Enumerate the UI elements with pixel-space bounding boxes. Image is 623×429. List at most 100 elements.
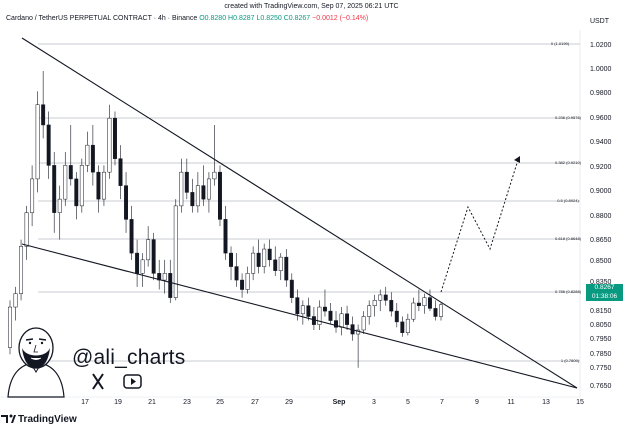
candle-body[interactable] xyxy=(195,185,200,207)
price-tick: 0.8350 xyxy=(590,279,612,286)
candle-body[interactable] xyxy=(400,321,405,333)
candle-body[interactable] xyxy=(439,304,443,317)
candle-body[interactable] xyxy=(367,305,372,317)
candle-body[interactable] xyxy=(383,294,388,301)
candle-body[interactable] xyxy=(41,104,46,126)
trendlines[interactable] xyxy=(21,37,578,389)
candle-body[interactable] xyxy=(322,306,327,312)
candle-body[interactable] xyxy=(30,178,35,213)
time-axis[interactable]: 17 19 21 23 25 27 29 Sep 3 5 7 9 11 13 1… xyxy=(81,399,584,406)
candle-body[interactable] xyxy=(306,305,311,317)
candle-body[interactable] xyxy=(129,219,134,254)
candle-body[interactable] xyxy=(63,165,68,200)
candle-body[interactable] xyxy=(79,165,84,207)
candle-body[interactable] xyxy=(107,117,112,173)
candle-body[interactable] xyxy=(206,178,211,200)
candle-body[interactable] xyxy=(212,171,217,180)
candle-body[interactable] xyxy=(173,205,178,298)
candle-body[interactable] xyxy=(251,252,256,274)
x-logo-icon[interactable] xyxy=(92,373,104,390)
candle-body[interactable] xyxy=(389,300,394,312)
candle-body[interactable] xyxy=(427,297,432,309)
candle-body[interactable] xyxy=(124,185,129,220)
ohlc-close: C0.8267 xyxy=(283,15,311,22)
time-tick: 11 xyxy=(507,399,514,406)
tradingview-logo-icon xyxy=(1,414,16,423)
author-handle[interactable]: @ali_charts xyxy=(72,346,186,369)
candlestick-series[interactable] xyxy=(8,70,443,368)
candle-body[interactable] xyxy=(113,117,117,159)
price-tick: 0.7750 xyxy=(590,365,612,372)
candle-body[interactable] xyxy=(234,266,239,281)
candle-body[interactable] xyxy=(295,297,300,315)
candle-body[interactable] xyxy=(85,144,90,166)
candle-body[interactable] xyxy=(46,124,51,166)
candle-body[interactable] xyxy=(240,279,245,290)
candle-body[interactable] xyxy=(345,313,350,325)
candle-body[interactable] xyxy=(223,219,228,254)
candle-body[interactable] xyxy=(140,259,145,274)
candle-body[interactable] xyxy=(245,273,250,290)
candle-body[interactable] xyxy=(57,198,62,213)
candle-body[interactable] xyxy=(262,248,267,267)
candle-body[interactable] xyxy=(190,192,195,207)
candle-body[interactable] xyxy=(146,239,151,261)
candle-body[interactable] xyxy=(422,297,427,306)
candle-body[interactable] xyxy=(118,158,123,186)
candle-body[interactable] xyxy=(300,305,305,315)
candle-body[interactable] xyxy=(90,144,95,173)
candle-body[interactable] xyxy=(168,273,173,298)
candle-body[interactable] xyxy=(8,306,12,348)
candle-body[interactable] xyxy=(162,273,167,281)
candle-body[interactable] xyxy=(24,212,29,247)
candle-body[interactable] xyxy=(151,239,156,274)
candle-body[interactable] xyxy=(278,256,283,271)
chart-legend-header: Cardano / TetherUS PERPETUAL CONTRACT · … xyxy=(6,15,368,22)
candle-body[interactable] xyxy=(361,316,366,331)
price-tick: 0.8050 xyxy=(590,322,612,329)
price-axis[interactable]: 1.0200 1.0000 0.9800 0.9600 0.9400 0.920… xyxy=(590,42,612,390)
candle-body[interactable] xyxy=(334,320,338,328)
candle-body[interactable] xyxy=(101,171,106,200)
time-tick: Sep xyxy=(333,399,346,406)
candle-body[interactable] xyxy=(52,165,57,213)
candle-body[interactable] xyxy=(13,293,18,308)
candle-body[interactable] xyxy=(328,310,333,321)
candle-body[interactable] xyxy=(411,302,416,320)
candle-body[interactable] xyxy=(68,165,73,180)
candle-body[interactable] xyxy=(289,279,294,298)
candle-body[interactable] xyxy=(394,310,399,323)
candle-body[interactable] xyxy=(273,259,278,271)
candle-body[interactable] xyxy=(218,171,222,220)
candle-body[interactable] xyxy=(135,252,140,274)
candle-body[interactable] xyxy=(433,308,438,317)
projection-arrowhead xyxy=(514,156,520,163)
price-tick: 0.7650 xyxy=(590,383,612,390)
symbol-title[interactable]: Cardano / TetherUS PERPETUAL CONTRACT · … xyxy=(6,15,198,22)
candle-body[interactable] xyxy=(184,171,189,193)
current-price-badge: 0.8267 01:38:06 xyxy=(586,284,623,301)
time-tick: 15 xyxy=(576,399,584,406)
candle-body[interactable] xyxy=(339,313,344,328)
projection-path[interactable] xyxy=(440,159,519,293)
candle-body[interactable] xyxy=(416,302,421,306)
candle-body[interactable] xyxy=(372,300,377,306)
candle-body[interactable] xyxy=(179,171,184,207)
candle-body[interactable] xyxy=(74,178,79,207)
fibonacci-retracement[interactable]: 0 (1.0199) 0.236 (0.9576) 0.382 (0.9210)… xyxy=(38,41,582,363)
candle-body[interactable] xyxy=(96,171,101,200)
bar-countdown: 01:38:06 xyxy=(591,292,618,300)
candle-body[interactable] xyxy=(405,318,410,333)
candle-body[interactable] xyxy=(284,256,289,281)
candle-body[interactable] xyxy=(201,185,206,200)
candle-body[interactable] xyxy=(317,306,322,325)
candle-body[interactable] xyxy=(35,104,40,180)
candle-body[interactable] xyxy=(267,248,272,261)
price-tick: 0.9800 xyxy=(590,90,612,97)
youtube-icon[interactable] xyxy=(123,374,142,389)
candle-body[interactable] xyxy=(229,252,233,267)
candle-body[interactable] xyxy=(378,294,383,301)
candle-body[interactable] xyxy=(256,252,261,267)
candle-body[interactable] xyxy=(19,246,24,294)
